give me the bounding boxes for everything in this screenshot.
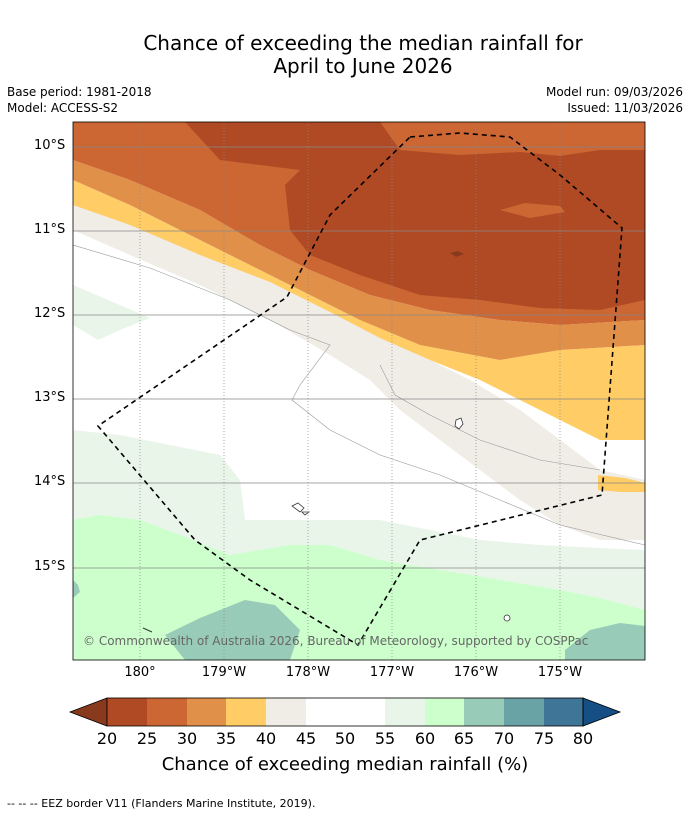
zone-55-60-west	[73, 285, 150, 340]
zone-65-70-south	[165, 600, 300, 660]
lon-label: 179°W	[201, 665, 247, 680]
colorbar-tick: 65	[453, 729, 475, 748]
colorbar-tick: 60	[414, 729, 436, 748]
title-line-2: April to June 2026	[273, 54, 453, 78]
title-line-1: Chance of exceeding the median rainfall …	[143, 31, 583, 55]
island-small	[142, 627, 153, 633]
colorbar-swatch	[385, 698, 425, 726]
base-period: Base period: 1981-2018	[7, 85, 152, 99]
eez-border	[96, 132, 623, 647]
colorbar-tick: 30	[176, 729, 198, 748]
colorbar-above-arrow	[582, 697, 622, 727]
lat-label: 14°S	[34, 474, 66, 489]
colorbar-title: Chance of exceeding median rainfall (%)	[161, 754, 529, 775]
colorbar-tick: 55	[374, 729, 396, 748]
lon-label: 180°	[124, 665, 156, 680]
zone-65-70-west	[73, 580, 80, 598]
copyright-notice: © Commonwealth of Australia 2026, Bureau…	[83, 634, 589, 648]
lon-label: 177°W	[369, 665, 415, 680]
zone-20-25	[185, 122, 645, 310]
lat-label: 13°S	[34, 390, 66, 405]
lon-label: 176°W	[453, 665, 499, 680]
island-niuafo-ou	[503, 614, 511, 622]
model-run: Model run: 09/03/2026	[545, 85, 683, 99]
lat-label: 10°S	[34, 138, 66, 153]
rainfall-map	[72, 121, 646, 661]
colorbar-swatch	[306, 698, 345, 726]
issued-date: Issued: 11/03/2026	[567, 101, 683, 115]
colorbar-swatch	[187, 698, 226, 726]
gridlines	[73, 122, 645, 660]
zone-25-30-patch	[500, 203, 565, 218]
colorbar-swatch	[345, 698, 385, 726]
colorbar-tick: 20	[96, 729, 118, 748]
eez-legend-footer: -- -- -- EEZ border V11 (Flanders Marine…	[7, 797, 316, 810]
zone-40-45	[73, 200, 645, 540]
zone-below-20-spot	[450, 251, 464, 257]
colorbar-tick: 35	[215, 729, 237, 748]
zone-35-40	[73, 180, 645, 440]
colorbar-swatch	[544, 698, 583, 726]
island-wallis	[454, 417, 464, 430]
colorbar-tick: 45	[295, 729, 317, 748]
colorbar-tick: 75	[533, 729, 555, 748]
chart-title: Chance of exceeding the median rainfall …	[0, 32, 690, 78]
zone-35-40-east	[598, 475, 645, 492]
colorbar-tick: 50	[334, 729, 356, 748]
colorbar-swatch	[107, 698, 147, 726]
colorbar-tick: 25	[136, 729, 158, 748]
colorbar-swatch	[504, 698, 544, 726]
colorbar-frame	[106, 697, 584, 727]
meta-left: Base period: 1981-2018 Model: ACCESS-S2	[7, 84, 152, 116]
colorbar-swatch	[464, 698, 504, 726]
meta-right: Model run: 09/03/2026 Issued: 11/03/2026	[546, 84, 683, 116]
island-futuna	[291, 502, 311, 516]
colorbar-swatch	[147, 698, 187, 726]
lat-label: 15°S	[34, 559, 66, 574]
lon-label: 175°W	[537, 665, 583, 680]
lat-label: 11°S	[34, 222, 66, 237]
zone-65-70-east	[565, 623, 645, 660]
contour-line	[73, 244, 645, 546]
colorbar-below-arrow	[68, 697, 108, 727]
colorbar-swatch	[425, 698, 464, 726]
lon-label: 178°W	[285, 665, 331, 680]
colorbar-tick: 80	[572, 729, 594, 748]
zone-30-35	[73, 160, 645, 360]
map-frame	[72, 121, 646, 661]
colorbar-tick: 40	[255, 729, 277, 748]
contour-line	[379, 364, 601, 471]
colorbar-swatch	[226, 698, 266, 726]
colorbar-tick: 70	[493, 729, 515, 748]
colorbar-swatch	[266, 698, 306, 726]
colorbar	[68, 697, 622, 727]
model-name: Model: ACCESS-S2	[7, 101, 119, 115]
lat-label: 12°S	[34, 306, 66, 321]
